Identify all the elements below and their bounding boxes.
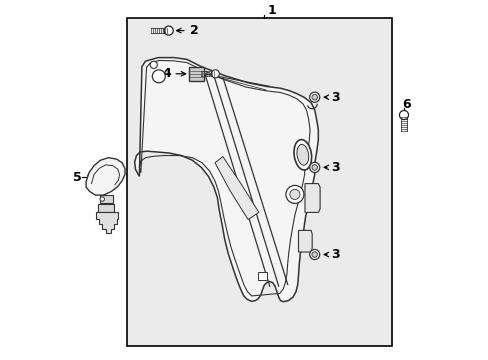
Circle shape [211, 70, 219, 78]
Circle shape [309, 162, 319, 172]
Text: 2: 2 [189, 24, 198, 37]
Polygon shape [86, 158, 125, 195]
Circle shape [289, 189, 299, 199]
Circle shape [164, 26, 173, 35]
Text: 3: 3 [331, 248, 340, 261]
Text: 6: 6 [401, 98, 410, 111]
Circle shape [311, 165, 317, 170]
Text: 1: 1 [267, 4, 276, 17]
Text: 5: 5 [73, 171, 82, 184]
Polygon shape [215, 157, 258, 220]
Circle shape [150, 61, 157, 68]
Circle shape [152, 70, 165, 83]
Ellipse shape [296, 144, 308, 165]
Polygon shape [305, 184, 320, 212]
Polygon shape [96, 212, 118, 233]
Bar [258, 272, 266, 280]
Circle shape [100, 197, 104, 201]
Circle shape [399, 111, 407, 120]
Circle shape [285, 185, 303, 203]
Polygon shape [134, 58, 318, 302]
Text: 3: 3 [331, 161, 340, 174]
Text: 3: 3 [331, 91, 340, 104]
Circle shape [311, 252, 317, 257]
Circle shape [311, 94, 317, 100]
FancyBboxPatch shape [189, 67, 204, 81]
Bar [127, 18, 391, 346]
Bar [98, 204, 114, 212]
Text: 4: 4 [162, 67, 170, 80]
Circle shape [309, 249, 319, 260]
Circle shape [309, 92, 319, 102]
Polygon shape [298, 230, 311, 252]
Ellipse shape [293, 140, 311, 170]
Bar [100, 195, 113, 203]
